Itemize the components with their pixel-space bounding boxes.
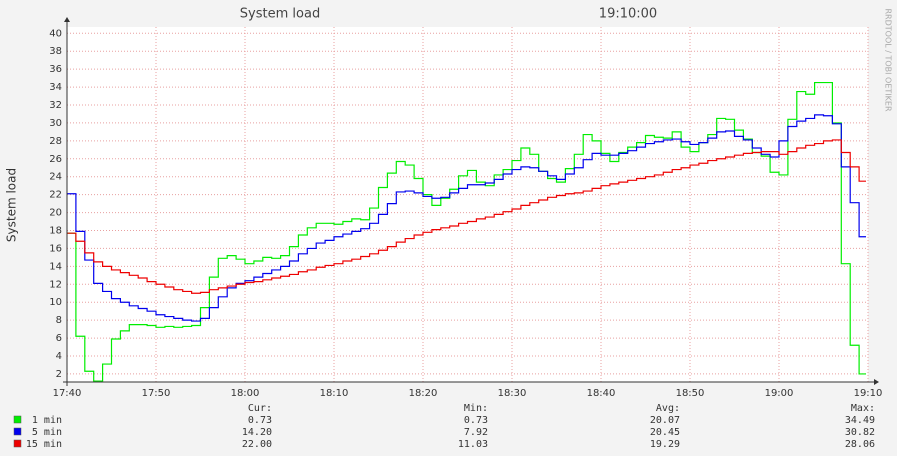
y-tick-label: 16 xyxy=(49,243,62,254)
series-line xyxy=(67,139,866,294)
y-tick-label: 2 xyxy=(56,369,62,380)
legend-label: 15 min xyxy=(26,439,62,450)
legend-swatch xyxy=(13,415,22,424)
y-tick-label: 28 xyxy=(49,136,62,147)
legend-value: 0.73 xyxy=(248,415,272,426)
y-tick-label: 36 xyxy=(49,64,62,75)
x-tick-label: 18:10 xyxy=(320,388,349,399)
y-tick-label: 34 xyxy=(49,82,62,93)
legend-value: 0.73 xyxy=(464,415,488,426)
y-tick-label: 38 xyxy=(49,46,62,57)
y-tick-label: 24 xyxy=(49,172,62,183)
x-tick-label: 18:40 xyxy=(587,388,616,399)
y-arrow xyxy=(64,17,70,22)
series-line xyxy=(67,114,866,322)
x-tick-label: 18:50 xyxy=(676,388,705,399)
legend-value: 20.07 xyxy=(650,415,680,426)
legend-header: Cur: xyxy=(248,403,272,414)
x-tick-label: 17:50 xyxy=(142,388,171,399)
y-tick-label: 40 xyxy=(49,28,62,39)
x-tick-label: 19:00 xyxy=(765,388,794,399)
x-arrow xyxy=(874,379,879,385)
y-tick-label: 22 xyxy=(49,190,62,201)
legend-value: 20.45 xyxy=(650,427,680,438)
legend-header: Min: xyxy=(464,403,488,414)
legend-header: Avg: xyxy=(656,403,680,414)
legend-header: Max: xyxy=(851,403,875,414)
y-tick-label: 10 xyxy=(49,297,62,308)
y-tick-label: 12 xyxy=(49,279,62,290)
legend-value: 22.00 xyxy=(242,439,272,450)
legend-value: 7.92 xyxy=(464,427,488,438)
y-tick-label: 32 xyxy=(49,100,62,111)
legend-value: 11.03 xyxy=(458,439,488,450)
y-tick-label: 14 xyxy=(49,261,62,272)
y-tick-label: 30 xyxy=(49,118,62,129)
legend-value: 28.06 xyxy=(845,439,875,450)
y-tick-label: 6 xyxy=(56,333,62,344)
legend-label: 5 min xyxy=(32,427,62,438)
x-tick-label: 18:00 xyxy=(231,388,260,399)
legend-label: 1 min xyxy=(32,415,62,426)
x-tick-label: 18:20 xyxy=(409,388,438,399)
x-tick-label: 17:40 xyxy=(53,388,82,399)
y-tick-label: 4 xyxy=(56,351,62,362)
chart-title: System load xyxy=(240,7,320,22)
x-tick-label: 18:30 xyxy=(498,388,527,399)
y-axis-label: System load xyxy=(5,168,19,242)
legend-swatch xyxy=(13,427,22,436)
legend-swatch xyxy=(13,439,22,448)
lines xyxy=(67,81,866,382)
y-tick-label: 8 xyxy=(56,315,62,326)
series-line xyxy=(67,81,866,382)
y-tick-label: 18 xyxy=(49,225,62,236)
legend-value: 30.82 xyxy=(845,427,875,438)
legend-value: 19.29 xyxy=(650,439,680,450)
x-tick-label: 19:10 xyxy=(854,388,883,399)
legend-value: 14.20 xyxy=(242,427,272,438)
timestamp: 19:10:00 xyxy=(599,7,657,22)
legend: Cur: Min: Avg: Max: 1 min 0.73 0.73 20.07 34.49 5… xyxy=(13,403,875,450)
plot-area xyxy=(67,27,868,382)
y-tick-label: 20 xyxy=(49,208,62,219)
y-tick-label: 26 xyxy=(49,154,62,165)
legend-value: 34.49 xyxy=(845,415,875,426)
side-label: RRDTOOL / TOBI OETIKER xyxy=(884,8,893,111)
axes xyxy=(63,17,879,386)
